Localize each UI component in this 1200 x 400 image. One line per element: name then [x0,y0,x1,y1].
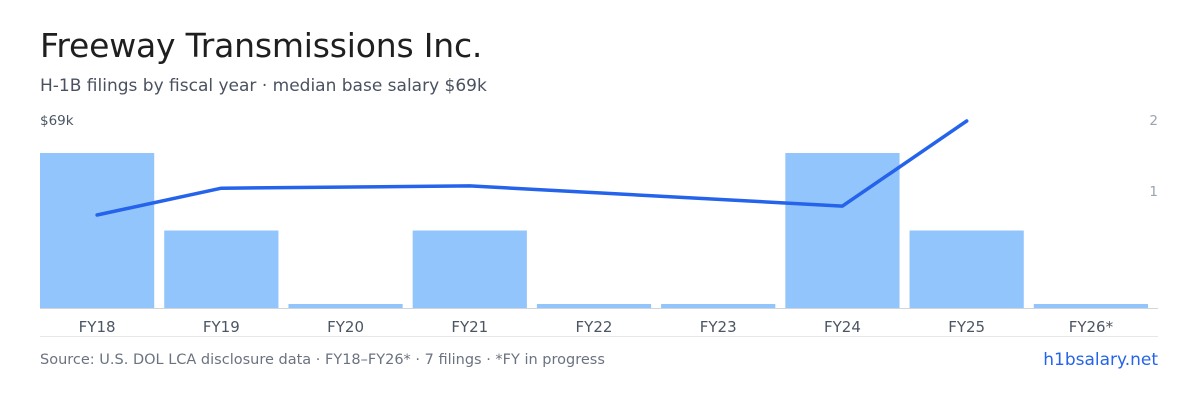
bar-FY25 [909,230,1024,308]
x-tick-label: FY23 [700,318,737,336]
x-tick-label: FY24 [824,318,861,336]
bar-FY18 [40,153,155,308]
page-subtitle: H-1B filings by fiscal year · median bas… [40,76,487,96]
x-tick-label: FY25 [948,318,985,336]
bar-FY21 [412,230,527,308]
salary-line [95,119,969,217]
page-title: Freeway Transmissions Inc. [40,26,483,65]
bar-FY24 [785,153,900,308]
bar-FY22 [536,304,652,308]
x-tick-label: FY19 [203,318,240,336]
source-note: Source: U.S. DOL LCA disclosure data · F… [40,352,605,368]
x-tick-label: FY22 [576,318,613,336]
x-tick-label: FY21 [451,318,488,336]
x-tick-label: FY20 [327,318,364,336]
x-tick-label: FY26* [1069,318,1114,336]
y-right-tick-label: 2 [1149,113,1158,129]
bar-FY19 [164,230,279,308]
x-tick-label: FY18 [79,318,116,336]
y-right-tick-label: 1 [1149,184,1158,200]
bar-FY20 [288,304,403,308]
bar-FY23 [661,304,776,308]
bar-FY26 [1033,304,1148,308]
site-link[interactable]: h1bsalary.net [1043,350,1158,370]
y-left-top-label: $69k [40,113,74,129]
